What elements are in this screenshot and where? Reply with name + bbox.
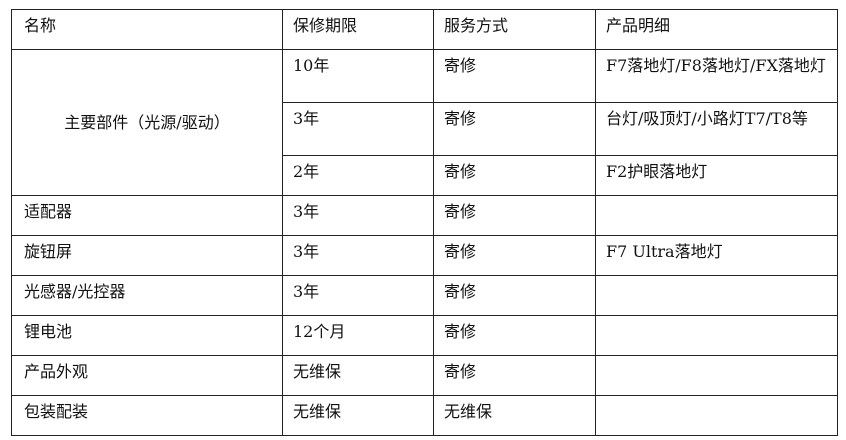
cell-detail: F2护眼落地灯 (595, 155, 838, 196)
cell-detail (595, 355, 838, 396)
cell-period: 3年 (282, 195, 434, 236)
table-row: 适配器 3年 寄修 (11, 195, 838, 236)
cell-name: 锂电池 (11, 315, 283, 356)
table-row: 包装配装 无维保 无维保 (11, 395, 838, 436)
table-row: 2年 寄修 F2护眼落地灯 (12, 155, 838, 196)
cell-name: 产品外观 (11, 355, 283, 396)
cell-service: 寄修 (433, 235, 596, 276)
cell-service: 寄修 (433, 102, 596, 156)
cell-period: 12个月 (282, 315, 434, 356)
cell-service: 寄修 (433, 49, 596, 103)
cell-detail: F7落地灯/F8落地灯/FX落地灯 (595, 49, 838, 103)
cell-detail: F7 Ultra落地灯 (595, 235, 838, 276)
main-part-name: 主要部件（光源/驱动） (11, 49, 283, 196)
header-period: 保修期限 (282, 9, 434, 50)
cell-period: 无维保 (282, 395, 434, 436)
cell-detail (595, 395, 838, 436)
cell-period: 3年 (282, 102, 434, 156)
table-row: 3年 寄修 台灯/吸顶灯/小路灯T7/T8等 (12, 102, 838, 156)
cell-service: 寄修 (433, 195, 596, 236)
cell-period: 10年 (282, 49, 434, 103)
table-row: 光感器/光控器 3年 寄修 (11, 275, 838, 316)
cell-name: 包装配装 (11, 395, 283, 436)
table-row: 主要部件（光源/驱动） 10年 寄修 F7落地灯/F8落地灯/FX落地灯 (11, 49, 838, 196)
cell-detail: 台灯/吸顶灯/小路灯T7/T8等 (595, 102, 838, 156)
cell-service: 寄修 (433, 155, 596, 196)
cell-service: 寄修 (433, 315, 596, 356)
header-detail: 产品明细 (595, 9, 838, 50)
header-row: 名称 保修期限 服务方式 产品明细 (11, 9, 838, 50)
cell-name: 旋钮屏 (11, 235, 283, 276)
cell-service: 寄修 (433, 275, 596, 316)
cell-detail (595, 275, 838, 316)
table-row: 产品外观 无维保 寄修 (11, 355, 838, 396)
cell-detail (595, 195, 838, 236)
table-row: 锂电池 12个月 寄修 (11, 315, 838, 356)
cell-name: 光感器/光控器 (11, 275, 283, 316)
cell-period: 3年 (282, 275, 434, 316)
table-row: 旋钮屏 3年 寄修 F7 Ultra落地灯 (11, 235, 838, 276)
cell-period: 2年 (282, 155, 434, 196)
cell-detail (595, 315, 838, 356)
cell-service: 寄修 (433, 355, 596, 396)
header-name: 名称 (11, 9, 283, 50)
cell-service: 无维保 (433, 395, 596, 436)
cell-period: 无维保 (282, 355, 434, 396)
cell-period: 3年 (282, 235, 434, 276)
cell-name: 适配器 (11, 195, 283, 236)
header-service: 服务方式 (433, 9, 596, 50)
warranty-table: 名称 保修期限 服务方式 产品明细 主要部件（光源/驱动） 10年 寄修 F7落… (11, 9, 838, 436)
